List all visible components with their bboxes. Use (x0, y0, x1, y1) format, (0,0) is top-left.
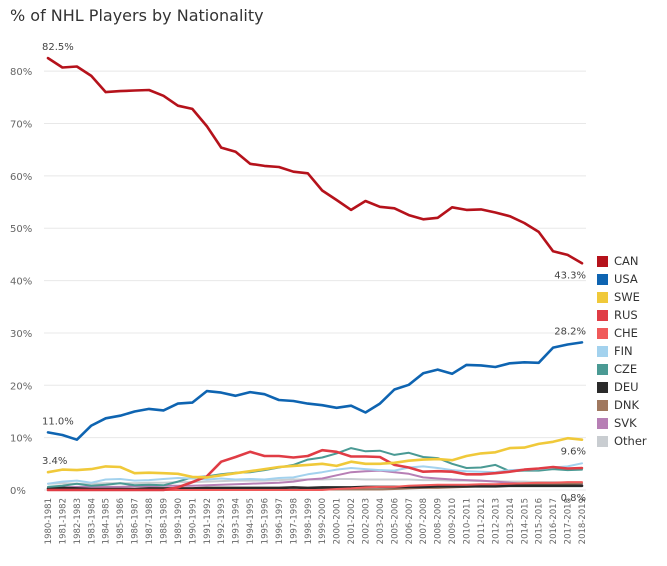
legend-item-che: CHE (597, 324, 647, 342)
legend-label: DEU (614, 380, 639, 394)
x-tick-label: 1989-1990 (174, 498, 184, 544)
x-tick-label: 2016-2017 (549, 498, 559, 544)
data-label: 82.5% (42, 42, 74, 53)
series-line-rus (46, 448, 584, 492)
x-tick-label: 2012-2013 (491, 498, 501, 544)
series-line-cze (47, 447, 583, 488)
legend-label: RUS (614, 308, 638, 322)
x-tick-label: 1997-1998 (289, 498, 299, 544)
data-label: 11.0% (42, 416, 74, 427)
legend-item-deu: DEU (597, 378, 647, 396)
x-tick-label: 1994-1995 (246, 498, 256, 544)
legend-swatch (597, 399, 608, 411)
x-tick-label: 2000-2001 (333, 498, 343, 544)
legend-label: USA (614, 272, 638, 286)
legend-swatch (597, 255, 608, 267)
legend-label: SWE (614, 290, 640, 304)
x-tick-label: 1980-1981 (44, 498, 54, 544)
y-tick-label: 0% (10, 486, 26, 497)
x-tick-label: 2003-2004 (376, 498, 386, 544)
x-tick-label: 2005-2006 (390, 498, 400, 544)
legend-swatch (597, 381, 608, 393)
legend-item-usa: USA (597, 270, 647, 288)
legend-item-other: Other (597, 432, 647, 450)
x-tick-label: 2006-2007 (405, 498, 415, 544)
x-tick-label: 1984-1985 (102, 498, 112, 544)
legend-item-dnk: DNK (597, 396, 647, 414)
legend: CAN USA SWE RUS CHE FIN CZE DEU DNK SVK Other (597, 252, 647, 450)
chart-title: % of NHL Players by Nationality (10, 6, 264, 25)
legend-swatch (597, 327, 608, 339)
data-label: 3.4% (42, 456, 67, 467)
data-label: 43.3% (554, 270, 586, 281)
legend-label: CZE (614, 362, 638, 376)
data-label: 0.8% (561, 493, 586, 504)
x-tick-label: 2015-2016 (535, 498, 545, 544)
x-tick-label: 2014-2015 (520, 498, 530, 544)
x-tick-label: 2013-2014 (506, 498, 516, 544)
y-tick-label: 50% (10, 224, 32, 235)
series-line-swe (46, 436, 584, 479)
x-tick-label: 1993-1994 (232, 498, 242, 544)
x-tick-label: 2009-2010 (448, 498, 458, 544)
x-tick-label: 2008-2009 (434, 498, 444, 544)
x-tick-label: 1991-1992 (203, 498, 213, 544)
y-tick-label: 30% (10, 329, 32, 340)
x-tick-label: 2011-2012 (477, 498, 487, 544)
legend-item-fin: FIN (597, 342, 647, 360)
series-line-can (46, 56, 584, 265)
legend-item-cze: CZE (597, 360, 647, 378)
legend-label: SVK (614, 416, 637, 430)
legend-item-can: CAN (597, 252, 647, 270)
x-tick-label: 1999-2000 (318, 498, 328, 544)
legend-label: DNK (614, 398, 639, 412)
x-tick-label: 2018-2019 (578, 498, 588, 544)
x-tick-label: 2007-2008 (419, 498, 429, 544)
legend-label: Other (614, 434, 647, 448)
x-tick-label: 1987-1988 (145, 498, 155, 544)
legend-swatch (597, 345, 608, 357)
x-tick-label: 1992-1993 (217, 498, 227, 544)
legend-label: FIN (614, 344, 633, 358)
data-label: 9.6% (561, 447, 586, 458)
data-label: 28.2% (554, 326, 586, 337)
series-line-svk (47, 469, 583, 489)
legend-item-svk: SVK (597, 414, 647, 432)
x-tick-label: 1986-1987 (131, 498, 141, 544)
legend-swatch (597, 435, 608, 447)
legend-swatch (597, 309, 608, 321)
x-tick-label: 2002-2003 (362, 498, 372, 544)
x-tick-label: 1998-1999 (304, 498, 314, 544)
y-tick-label: 10% (10, 434, 32, 445)
x-tick-label: 1983-1984 (87, 498, 97, 544)
legend-item-rus: RUS (597, 306, 647, 324)
x-tick-label: 2010-2011 (463, 498, 473, 544)
x-tick-label: 1988-1989 (159, 498, 169, 544)
y-tick-label: 80% (10, 67, 32, 78)
y-tick-label: 40% (10, 277, 32, 288)
x-tick-label: 1981-1982 (58, 498, 68, 544)
y-tick-label: 70% (10, 120, 32, 131)
legend-swatch (597, 417, 608, 429)
x-tick-label: 1995-1996 (260, 498, 270, 544)
x-tick-label: 1996-1997 (275, 498, 285, 544)
x-tick-label: 1985-1986 (116, 498, 126, 544)
series-line-usa (46, 341, 584, 442)
legend-item-swe: SWE (597, 288, 647, 306)
x-tick-label: 1982-1983 (73, 498, 83, 544)
x-tick-label: 1990-1991 (188, 498, 198, 544)
legend-label: CAN (614, 254, 639, 268)
legend-swatch (597, 291, 608, 303)
x-tick-label: 2017-2018 (564, 498, 574, 544)
legend-swatch (597, 273, 608, 285)
legend-label: CHE (614, 326, 638, 340)
y-tick-label: 60% (10, 172, 32, 183)
x-tick-label: 2001-2002 (347, 498, 357, 544)
legend-swatch (597, 363, 608, 375)
y-tick-label: 20% (10, 381, 32, 392)
